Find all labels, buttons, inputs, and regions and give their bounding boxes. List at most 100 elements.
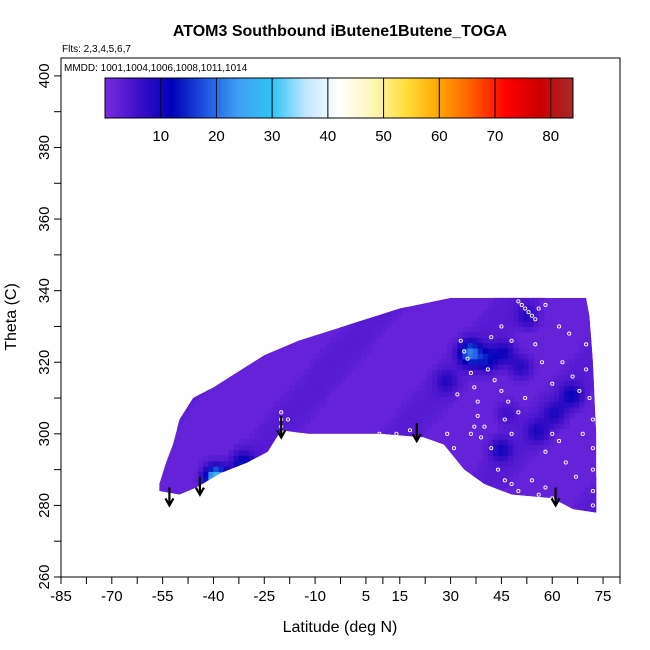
field-cell: [274, 444, 281, 451]
field-cell: [228, 331, 235, 338]
field-cell: [503, 289, 509, 295]
field-cell: [492, 401, 499, 408]
field-cell: [223, 331, 230, 338]
field-cell: [406, 297, 413, 301]
field-cell: [457, 331, 464, 338]
field-cell: [233, 310, 240, 317]
field-cell: [264, 466, 270, 473]
sample-point: [279, 410, 284, 415]
field-cell: [264, 449, 270, 456]
field-cell: [487, 326, 494, 333]
field-cell: [238, 297, 245, 301]
field-cell: [355, 455, 362, 462]
field-cell: [325, 508, 331, 513]
field-cell: [289, 433, 296, 440]
field-cell: [233, 492, 240, 499]
field-cell: [523, 326, 530, 333]
field-cell: [355, 508, 362, 513]
field-cell: [274, 289, 280, 295]
field-cell: [462, 508, 469, 513]
field-cell: [518, 289, 524, 295]
field-cell: [381, 310, 387, 317]
field-cell: [264, 289, 270, 295]
field-cell: [264, 455, 270, 462]
field-cell: [198, 385, 204, 392]
field-cell: [350, 326, 357, 333]
sample-point: [570, 374, 575, 379]
field-cell: [533, 417, 540, 424]
field-cell: [523, 406, 530, 413]
field-cell: [264, 304, 270, 311]
field-cell: [589, 385, 596, 392]
field-cell: [177, 396, 184, 403]
field-cell: [350, 487, 357, 494]
flight-arrow: [276, 415, 287, 440]
field-cell: [416, 406, 423, 413]
field-cell: [543, 385, 550, 392]
field-cell: [447, 514, 453, 520]
field-cell: [203, 374, 209, 381]
field-cell: [477, 498, 484, 505]
field-cell: [523, 347, 530, 354]
field-cell: [315, 369, 321, 376]
field-cell: [310, 508, 316, 513]
field-cell: [513, 444, 519, 451]
field-cell: [437, 401, 443, 408]
field-cell: [360, 299, 367, 306]
field-cell: [574, 374, 580, 381]
sample-point: [560, 360, 565, 365]
field-cell: [243, 439, 250, 446]
field-cell: [376, 299, 382, 306]
field-cell: [477, 482, 484, 489]
field-cell: [177, 412, 184, 419]
field-cell: [498, 304, 504, 311]
field-cell: [508, 466, 514, 473]
field-cell: [579, 385, 586, 392]
field-cell: [294, 412, 301, 419]
field-cell: [294, 396, 301, 403]
field-cell: [233, 342, 240, 349]
field-cell: [513, 455, 519, 462]
field-cell: [223, 455, 230, 462]
field-cell: [487, 337, 494, 344]
field-cell: [426, 406, 433, 413]
field-cell: [213, 347, 220, 354]
field-cell: [467, 487, 474, 494]
field-cell: [574, 358, 580, 365]
field-cell: [518, 304, 525, 311]
field-cell: [523, 369, 530, 376]
field-cell: [513, 342, 519, 349]
field-cell: [513, 449, 519, 456]
field-cell: [503, 412, 509, 419]
field-cell: [233, 347, 240, 354]
colorbar-tick-label: 60: [431, 128, 448, 145]
field-cell: [528, 369, 535, 376]
field-cell: [243, 482, 250, 489]
field-cell: [590, 514, 596, 520]
field-cell: [360, 304, 367, 311]
field-cell: [492, 455, 499, 462]
field-cell: [310, 401, 316, 408]
field-cell: [376, 310, 382, 317]
field-cell: [274, 412, 281, 419]
field-cell: [381, 444, 387, 451]
field-cell: [559, 396, 565, 403]
field-cell: [528, 412, 535, 419]
field-cell: [243, 455, 250, 462]
field-cell: [508, 455, 514, 462]
field-cell: [198, 390, 204, 397]
field-cell: [274, 304, 281, 311]
field-cell: [182, 374, 189, 381]
field-cell: [518, 353, 525, 360]
field-cell: [294, 380, 301, 387]
field-cell: [492, 310, 499, 317]
field-cell: [269, 304, 276, 311]
field-cell: [533, 428, 540, 435]
field-cell: [589, 353, 596, 360]
field-cell: [299, 390, 306, 397]
field-cell: [335, 482, 342, 489]
sample-point: [543, 449, 548, 454]
flights-note: Flts: 2,3,4,5,6,7: [62, 44, 131, 55]
field-cell: [365, 326, 372, 333]
field-cell: [193, 380, 199, 387]
